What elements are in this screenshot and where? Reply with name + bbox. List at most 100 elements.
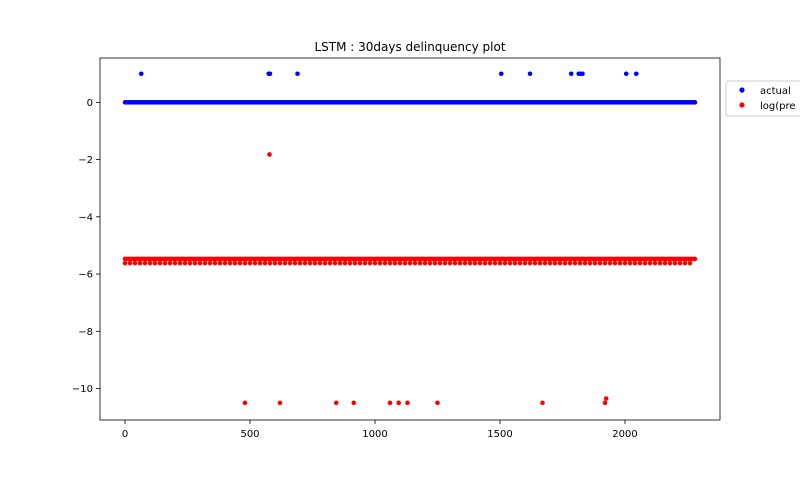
data-point-log-pred (467, 260, 473, 266)
data-point-log-pred (351, 400, 357, 406)
data-point-log-pred (147, 260, 153, 266)
data-point-log-pred (162, 260, 168, 266)
y-tick-label: 0 (87, 98, 93, 109)
data-point-log-pred (587, 260, 593, 266)
data-point-log-pred (427, 260, 433, 266)
data-point-log-pred (333, 400, 339, 406)
data-point-log-pred (347, 260, 353, 266)
data-point-log-pred (396, 400, 402, 406)
legend: actual log(pre (725, 80, 800, 117)
data-point-log-pred (522, 260, 528, 266)
data-point-log-pred (622, 260, 628, 266)
data-point-log-pred (312, 260, 318, 266)
data-point-log-pred (657, 260, 663, 266)
data-point-log-pred (447, 260, 453, 266)
legend-label-actual: actual (760, 86, 791, 97)
data-point-log-pred (207, 260, 213, 266)
data-point-log-pred (572, 260, 578, 266)
x-tick-label: 2000 (612, 429, 637, 440)
data-point-log-pred (517, 260, 523, 266)
data-point-log-pred (437, 260, 443, 266)
data-point-log-pred (337, 260, 343, 266)
data-point-log-pred (487, 260, 493, 266)
data-point-log-pred (392, 260, 398, 266)
data-point-log-pred (242, 400, 248, 406)
data-point-log-pred (642, 260, 648, 266)
plot-frame (99, 57, 721, 421)
data-point-actual (295, 71, 300, 77)
data-point-log-pred (302, 260, 308, 266)
data-point-log-pred (597, 260, 603, 266)
data-point-log-pred (692, 256, 698, 262)
data-point-log-pred (677, 260, 683, 266)
data-point-log-pred (472, 260, 478, 266)
data-point-log-pred (647, 260, 653, 266)
data-point-log-pred (182, 260, 188, 266)
data-point-log-pred (132, 260, 138, 266)
data-point-log-pred (577, 260, 583, 266)
data-point-log-pred (682, 260, 688, 266)
data-point-log-pred (617, 260, 623, 266)
data-point-log-pred (612, 260, 618, 266)
data-point-log-pred (412, 260, 418, 266)
data-point-log-pred (352, 260, 358, 266)
data-point-log-pred (187, 260, 193, 266)
data-point-log-pred (267, 152, 272, 157)
data-point-log-pred (607, 260, 613, 266)
legend-label-log-pred: log(pre (760, 101, 796, 112)
data-point-log-pred (652, 260, 658, 266)
data-point-log-pred (272, 260, 278, 266)
data-point-log-pred (452, 260, 458, 266)
data-point-log-pred (462, 260, 468, 266)
data-point-log-pred (342, 260, 348, 266)
data-point-log-pred (567, 260, 573, 266)
x-tick-label: 1000 (362, 429, 387, 440)
data-point-log-pred (582, 260, 588, 266)
data-point-log-pred (192, 260, 198, 266)
data-point-log-pred (457, 260, 463, 266)
data-point-log-pred (157, 260, 163, 266)
data-point-log-pred (477, 260, 483, 266)
data-point-log-pred (603, 396, 609, 401)
data-point-log-pred (672, 260, 678, 266)
data-point-log-pred (407, 260, 413, 266)
y-tick-label: −10 (72, 384, 93, 395)
data-point-log-pred (432, 260, 438, 266)
data-point-log-pred (687, 260, 693, 266)
x-tick-label: 0 (122, 429, 128, 440)
data-point-log-pred (512, 260, 518, 266)
legend-marker-log-pred (739, 102, 745, 108)
data-point-log-pred (287, 260, 293, 266)
data-point-log-pred (327, 260, 333, 266)
data-point-log-pred (402, 260, 408, 266)
y-tick-label: −6 (78, 270, 93, 281)
data-point-log-pred (362, 260, 368, 266)
data-point-log-pred (212, 260, 218, 266)
data-point-log-pred (277, 400, 283, 406)
data-point-log-pred (292, 260, 298, 266)
data-point-log-pred (252, 260, 258, 266)
data-point-log-pred (202, 260, 208, 266)
legend-marker-actual (739, 87, 745, 93)
data-point-log-pred (317, 260, 323, 266)
x-tick-label: 1500 (487, 429, 512, 440)
data-point-log-pred (222, 260, 228, 266)
data-point-log-pred (405, 400, 410, 406)
data-point-log-pred (382, 260, 388, 266)
data-point-log-pred (282, 260, 288, 266)
data-point-log-pred (232, 260, 238, 266)
data-point-log-pred (552, 260, 558, 266)
data-point-log-pred (152, 260, 158, 266)
data-point-log-pred (397, 260, 403, 266)
data-point-log-pred (627, 260, 633, 266)
data-point-log-pred (307, 260, 313, 266)
data-point-log-pred (637, 260, 643, 266)
data-point-log-pred (562, 260, 568, 266)
data-point-actual (568, 71, 574, 77)
data-point-log-pred (537, 260, 543, 266)
data-point-log-pred (435, 400, 440, 406)
data-point-log-pred (262, 260, 268, 266)
plot-area (122, 71, 698, 406)
data-point-log-pred (502, 260, 508, 266)
